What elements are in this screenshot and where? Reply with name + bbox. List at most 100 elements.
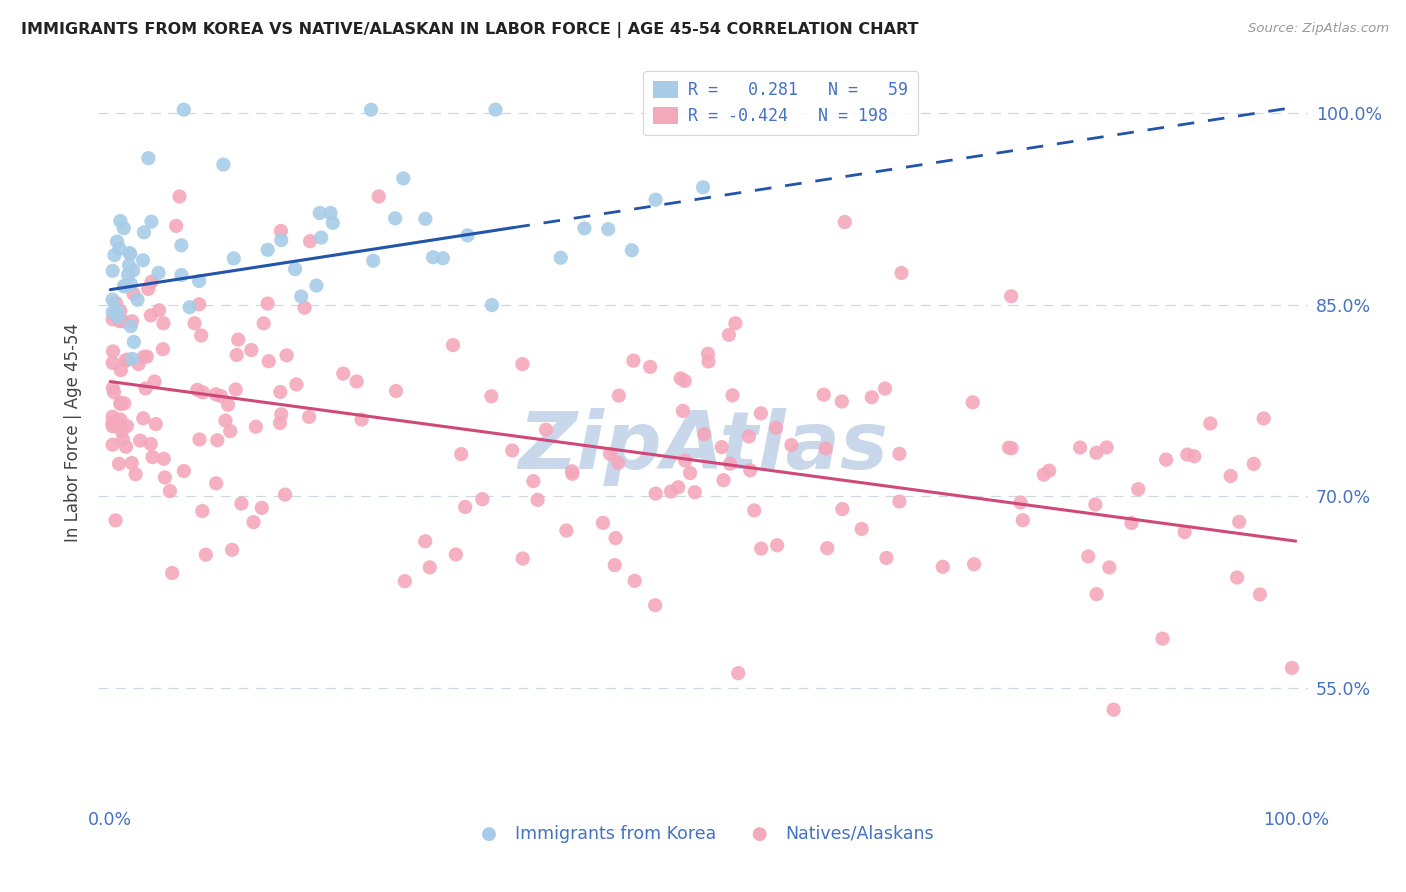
Point: [226, 333, 249, 347]
Point: [253, 316, 276, 330]
Point: [471, 492, 494, 507]
Point: [121, 314, 143, 328]
Point: [115, 352, 138, 367]
Point: [148, 303, 170, 318]
Point: [561, 467, 583, 481]
Point: [479, 389, 502, 403]
Point: [101, 293, 124, 307]
Point: [290, 289, 312, 303]
Point: [270, 407, 292, 421]
Point: [112, 396, 135, 410]
Point: [1095, 441, 1118, 455]
Point: [1199, 417, 1222, 431]
Point: [814, 442, 837, 456]
Point: [1011, 513, 1033, 527]
Point: [1154, 452, 1177, 467]
Point: [132, 411, 155, 425]
Point: [122, 286, 145, 301]
Point: [145, 417, 167, 431]
Point: [148, 266, 170, 280]
Point: [394, 574, 416, 589]
Point: [212, 157, 235, 171]
Point: [121, 351, 143, 366]
Point: [122, 334, 145, 349]
Point: [534, 423, 557, 437]
Point: [644, 193, 666, 207]
Point: [170, 238, 193, 252]
Point: [209, 389, 232, 403]
Point: [1219, 469, 1241, 483]
Point: [188, 274, 211, 288]
Point: [831, 502, 853, 516]
Point: [115, 419, 138, 434]
Point: [740, 463, 762, 477]
Point: [831, 394, 853, 409]
Point: [165, 219, 187, 233]
Point: [141, 214, 163, 228]
Point: [112, 221, 135, 235]
Point: [1152, 632, 1174, 646]
Point: [834, 215, 856, 229]
Text: IMMIGRANTS FROM KOREA VS NATIVE/ALASKAN IN LABOR FORCE | AGE 45-54 CORRELATION C: IMMIGRANTS FROM KOREA VS NATIVE/ALASKAN …: [21, 22, 918, 38]
Point: [108, 457, 131, 471]
Point: [1069, 441, 1091, 455]
Point: [620, 244, 643, 258]
Point: [101, 344, 124, 359]
Point: [132, 350, 155, 364]
Point: [269, 416, 291, 430]
Point: [179, 300, 201, 314]
Point: [385, 384, 408, 398]
Point: [112, 314, 135, 328]
Point: [1243, 457, 1265, 471]
Point: [1182, 450, 1205, 464]
Point: [205, 387, 228, 401]
Point: [679, 466, 702, 480]
Point: [269, 384, 291, 399]
Point: [222, 252, 245, 266]
Point: [574, 221, 596, 235]
Point: [173, 103, 195, 117]
Point: [623, 353, 645, 368]
Point: [118, 258, 141, 272]
Point: [101, 264, 124, 278]
Point: [666, 480, 689, 494]
Point: [245, 419, 267, 434]
Point: [225, 348, 247, 362]
Point: [153, 470, 176, 484]
Point: [346, 375, 368, 389]
Point: [110, 363, 132, 377]
Point: [121, 456, 143, 470]
Point: [143, 375, 166, 389]
Point: [219, 424, 242, 438]
Point: [270, 233, 292, 247]
Point: [101, 305, 124, 319]
Point: [607, 456, 630, 470]
Text: Source: ZipAtlas.com: Source: ZipAtlas.com: [1249, 22, 1389, 36]
Point: [115, 440, 138, 454]
Point: [117, 268, 139, 282]
Point: [105, 235, 128, 249]
Point: [561, 464, 583, 478]
Point: [673, 453, 696, 467]
Point: [250, 500, 273, 515]
Point: [124, 467, 146, 482]
Point: [120, 277, 142, 292]
Point: [112, 278, 135, 293]
Point: [659, 484, 682, 499]
Point: [101, 419, 124, 434]
Point: [780, 438, 803, 452]
Text: ZipAtlas: ZipAtlas: [517, 409, 889, 486]
Point: [1032, 467, 1054, 482]
Point: [749, 541, 772, 556]
Point: [170, 268, 193, 282]
Point: [128, 357, 150, 371]
Point: [111, 424, 134, 438]
Point: [481, 298, 503, 312]
Point: [256, 296, 278, 310]
Point: [727, 666, 749, 681]
Point: [152, 316, 174, 330]
Point: [120, 319, 142, 334]
Point: [108, 314, 131, 328]
Point: [135, 350, 157, 364]
Point: [221, 542, 243, 557]
